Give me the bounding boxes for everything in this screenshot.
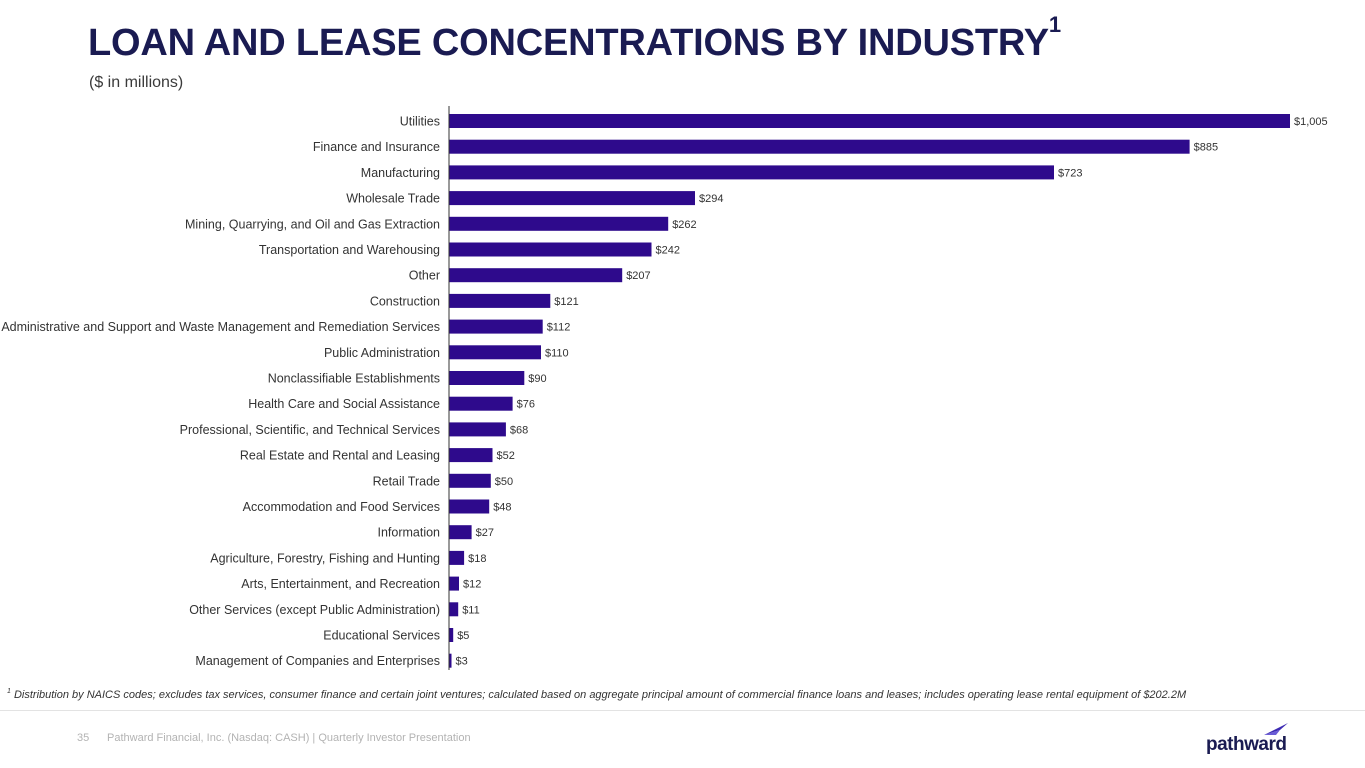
category-label: Finance and Insurance <box>313 140 440 154</box>
value-label: $27 <box>476 527 494 539</box>
bars-layer <box>449 114 1290 668</box>
page-subtitle: ($ in millions) <box>89 74 184 91</box>
bar <box>449 345 541 360</box>
bar <box>449 216 669 231</box>
value-label: $110 <box>545 347 569 359</box>
value-label: $294 <box>699 193 723 205</box>
value-label: $885 <box>1194 142 1218 154</box>
value-label: $121 <box>554 296 578 308</box>
value-label: $18 <box>468 553 486 565</box>
page-title: LOAN AND LEASE CONCENTRATIONS BY INDUSTR… <box>88 14 1061 66</box>
bar <box>449 319 543 334</box>
category-label: Agriculture, Forestry, Fishing and Hunti… <box>210 551 440 565</box>
category-label: Information <box>377 526 440 540</box>
bar <box>449 499 490 514</box>
category-label: Utilities <box>400 115 440 129</box>
bar <box>449 268 623 283</box>
bar <box>449 422 506 437</box>
footer-divider <box>0 710 1365 711</box>
bar <box>449 525 472 540</box>
category-label: Professional, Scientific, and Technical … <box>180 423 440 437</box>
category-label: Accommodation and Food Services <box>243 500 440 514</box>
bar <box>449 473 491 488</box>
value-label: $48 <box>493 502 511 514</box>
category-label: Manufacturing <box>361 166 440 180</box>
bar <box>449 139 1190 154</box>
bar <box>449 191 695 206</box>
footnote-marker: 1 <box>7 688 11 695</box>
bar <box>449 576 459 591</box>
footnote-text: Distribution by NAICS codes; excludes ta… <box>10 689 1187 701</box>
value-label: $3 <box>456 656 468 668</box>
category-label: Construction <box>370 294 440 308</box>
value-label: $112 <box>547 322 571 334</box>
value-label: $11 <box>462 604 480 616</box>
category-label: Health Care and Social Assistance <box>248 397 440 411</box>
logo-mark-icon <box>1264 723 1288 735</box>
bar <box>449 114 1290 128</box>
bar <box>449 602 459 617</box>
category-label: Other <box>409 269 440 283</box>
bar <box>449 448 493 463</box>
footnote: 1 Distribution by NAICS codes; excludes … <box>7 688 1187 701</box>
category-labels: Utilities Finance and Insurance Manufactur… <box>1 115 440 669</box>
footer-text: Pathward Financial, Inc. (Nasdaq: CASH) … <box>107 732 471 744</box>
value-label: $52 <box>497 450 515 462</box>
category-label: Other Services (except Public Administra… <box>189 603 440 617</box>
value-label: $68 <box>510 424 528 436</box>
category-label: Educational Services <box>323 629 440 643</box>
bar <box>449 628 454 642</box>
title-footnote-marker: 1 <box>1048 12 1061 37</box>
category-label: Management of Companies and Enterprises <box>195 654 440 668</box>
value-label: $12 <box>463 579 481 591</box>
value-label: $50 <box>495 476 513 488</box>
value-label: $723 <box>1058 167 1082 179</box>
bar <box>449 242 652 257</box>
value-labels: $1,005 $885 $723 $294 $262 $242 $207 $121 $112 $1… <box>456 116 1328 668</box>
category-label: Real Estate and Rental and Leasing <box>240 449 440 463</box>
pathward-logo: pathward <box>1206 722 1296 756</box>
value-label: $5 <box>457 630 469 642</box>
category-label: Nonclassifiable Establishments <box>268 372 440 386</box>
bar <box>449 653 452 668</box>
logo-wordmark: pathward <box>1206 734 1287 755</box>
value-label: $76 <box>517 399 535 411</box>
category-label: Mining, Quarrying, and Oil and Gas Extra… <box>185 217 440 231</box>
category-label: Public Administration <box>324 346 440 360</box>
value-label: $262 <box>672 219 696 231</box>
bar <box>449 371 525 385</box>
bar <box>449 293 551 308</box>
industry-bar-chart: Utilities Finance and Insurance Manufactur… <box>1 106 1328 670</box>
bar <box>449 550 465 565</box>
category-label: Arts, Entertainment, and Recreation <box>241 577 440 591</box>
page-number: 35 <box>77 732 90 744</box>
bar <box>449 396 513 411</box>
page-title-text: LOAN AND LEASE CONCENTRATIONS BY INDUSTR… <box>88 22 1049 64</box>
category-label: Administrative and Support and Waste Man… <box>1 320 440 334</box>
bar <box>449 165 1054 180</box>
value-label: $207 <box>626 270 650 282</box>
value-label: $90 <box>528 373 546 385</box>
value-label: $242 <box>656 245 680 257</box>
category-label: Wholesale Trade <box>346 192 440 206</box>
category-label: Transportation and Warehousing <box>259 243 440 257</box>
category-label: Retail Trade <box>373 474 440 488</box>
value-label: $1,005 <box>1294 116 1328 128</box>
